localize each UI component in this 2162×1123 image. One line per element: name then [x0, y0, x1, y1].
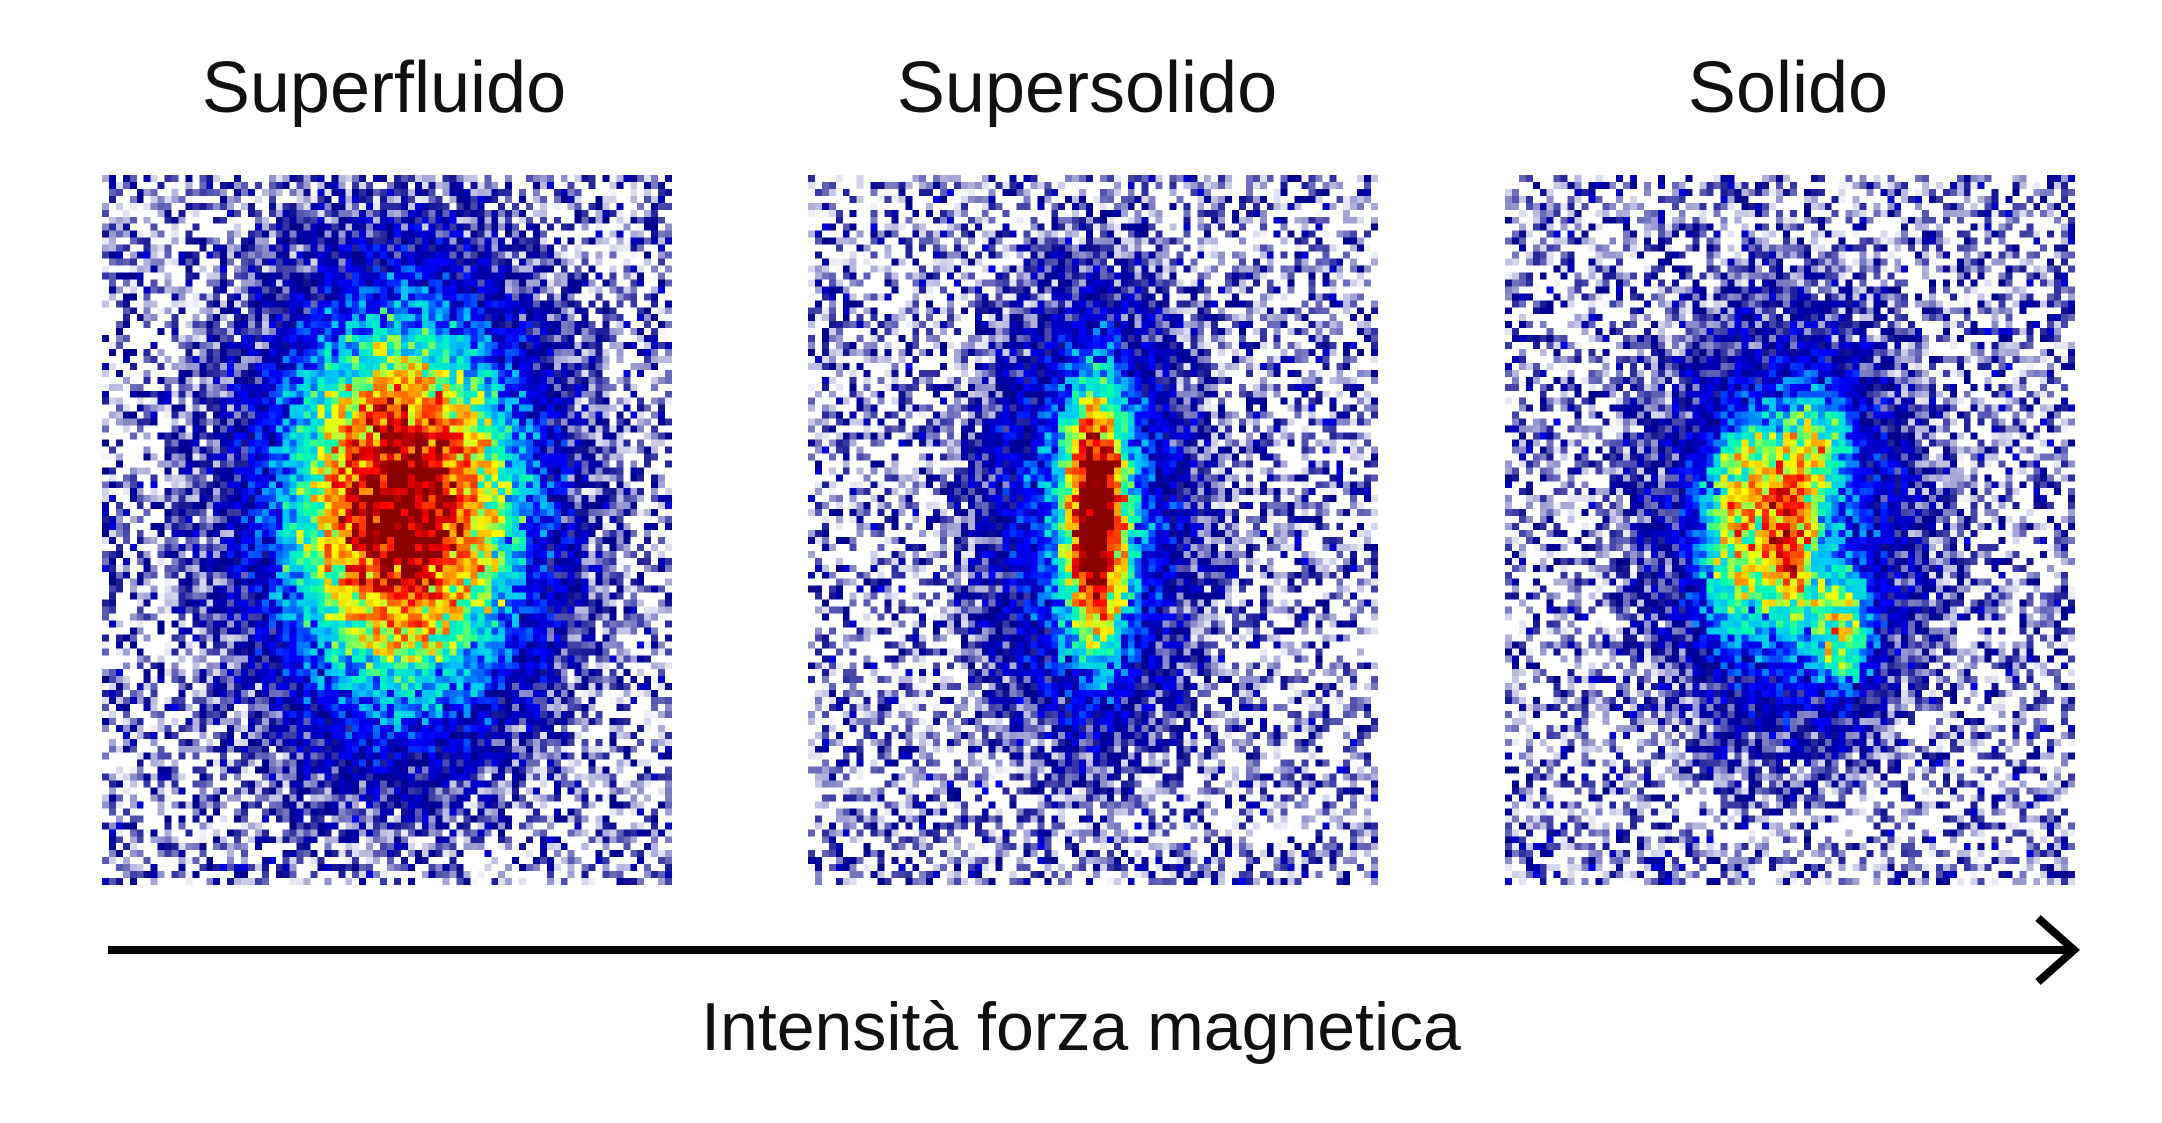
density-image-supersolido — [808, 175, 1378, 885]
axis-arrow — [108, 915, 2081, 985]
panel-title-solido: Solido — [1687, 48, 1889, 128]
density-heatmap — [808, 175, 1378, 885]
density-heatmap — [102, 175, 672, 885]
arrow-head-icon — [2035, 915, 2081, 985]
density-image-superfluido — [102, 175, 672, 885]
density-heatmap — [1505, 175, 2075, 885]
panel-title-superfluido: Superfluido — [201, 48, 567, 128]
density-image-solido — [1505, 175, 2075, 885]
panel-title-supersolido: Supersolido — [896, 48, 1278, 128]
axis-label: Intensità forza magnetica — [701, 989, 1461, 1065]
